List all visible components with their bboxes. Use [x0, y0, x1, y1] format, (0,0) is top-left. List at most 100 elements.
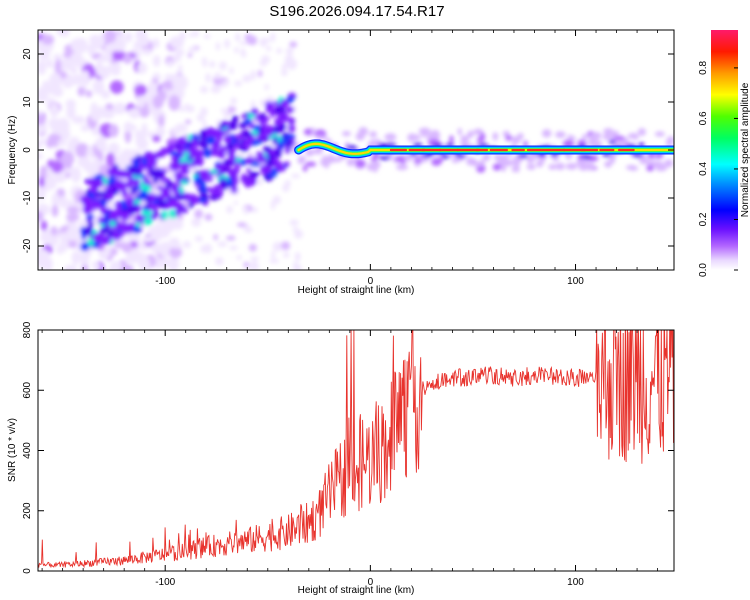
spectrogram-cell [142, 156, 148, 167]
spectrogram-cell [222, 80, 230, 85]
spectrogram-cell [38, 152, 44, 160]
spectrogram-cell [244, 179, 253, 188]
spectrogram-cell [394, 155, 405, 162]
spectrogram-cell [167, 256, 179, 270]
colorbar-ticks: 0.0 0.2 0.4 0.6 0.8 [698, 61, 738, 277]
spectrogram-cell [176, 194, 187, 201]
spectrogram-cell [201, 144, 209, 149]
spectrogram-cell [261, 168, 267, 175]
spectrogram-cell [109, 220, 116, 227]
spectrogram-cell [59, 195, 68, 209]
spectrogram-cell [221, 167, 231, 172]
spectrogram-cell [97, 216, 105, 224]
spectrogram-cell [276, 166, 286, 172]
spectrogram-cell [284, 134, 296, 140]
spectrogram-cell [632, 133, 639, 140]
spectrogram-cell [179, 31, 186, 42]
spectrogram-cell [160, 186, 169, 196]
spectrogram-cell [349, 145, 358, 150]
spectrogram-cell [253, 124, 261, 130]
spectrogram-cell [581, 155, 592, 160]
spectrogram-cell [177, 136, 188, 146]
spectrogram-cell [249, 171, 260, 177]
spectrogram-cell [51, 160, 63, 174]
spectrogram-cell [38, 210, 44, 223]
spectrogram-cell [171, 155, 178, 162]
spectrogram-cell [259, 112, 266, 119]
spectrogram-cell [378, 155, 391, 160]
spectrogram-cell [604, 160, 612, 168]
spectrogram-cell [66, 206, 80, 214]
spectrogram-cell [157, 89, 167, 103]
snr-panel: -100 0 100 0 200 400 600 800 Height of straigh… [7, 321, 675, 596]
spectrogram-cell [145, 197, 152, 203]
snr-series-line [38, 330, 674, 569]
spectrogram-cell [214, 165, 222, 172]
spectrogram-cell [355, 132, 365, 141]
spectrogram-cell [568, 135, 576, 141]
spectrogram-cell [194, 161, 204, 167]
spectrogram-cell [602, 133, 613, 141]
spectrogram-cell [202, 119, 207, 129]
spectrogram-cell [327, 154, 335, 161]
spectrogram-cell [91, 128, 101, 136]
spectrogram-cell [227, 170, 237, 176]
spectrogram-cell [104, 30, 117, 44]
spectrogram-cell [226, 148, 237, 154]
spectrogram-y-ticks: -20 -10 0 10 20 [22, 48, 674, 253]
spectrogram-cell [116, 169, 127, 177]
spectrogram-cell [232, 176, 239, 186]
spectrogram-cell [195, 158, 205, 163]
spectrogram-cell [229, 245, 238, 251]
spectrogram-cell [137, 62, 147, 74]
spectrogram-cell [46, 235, 59, 247]
spectrogram-cell [194, 176, 202, 185]
spectrogram-cell [112, 232, 121, 241]
spectrogram-cell [142, 209, 148, 217]
colorbar-gradient [711, 30, 738, 270]
spectrogram-cell [266, 172, 277, 178]
spectrogram-cell [200, 86, 209, 94]
spectrogram-xtick-label: 100 [567, 276, 584, 287]
spectrogram-cell [243, 119, 253, 125]
spectrogram-cell [555, 162, 565, 171]
spectrogram-cell [285, 47, 294, 56]
spectrogram-cell [501, 164, 507, 172]
spectrogram-cell [194, 236, 203, 242]
spectrogram-heat-layer [38, 30, 674, 270]
spectrogram-cell [86, 214, 95, 220]
spectrogram-cell [230, 185, 238, 194]
spectrogram-cell [229, 67, 234, 75]
spectrogram-cell [317, 134, 322, 141]
spectrogram-cell [137, 92, 146, 109]
spectrogram-cell [123, 53, 133, 65]
spectrogram-cell [199, 130, 207, 139]
spectrogram-cell [505, 135, 513, 141]
spectrogram-cell [655, 164, 668, 172]
spectrogram-cell [248, 122, 255, 130]
spectrogram-cell [106, 167, 118, 176]
spectrogram-cell [152, 55, 161, 67]
spectrogram-cell [341, 130, 351, 137]
spectrogram-cell [201, 56, 208, 67]
snr-xtick-label: 100 [567, 577, 584, 588]
spectrogram-cell [38, 114, 47, 126]
spectrogram-cell [234, 138, 241, 143]
spectrogram-cell [274, 118, 283, 127]
spectrogram-cell [187, 52, 193, 58]
spectrogram-cell [109, 80, 124, 94]
spectrogram-cell [127, 166, 136, 173]
snr-x-ticks: -100 0 100 [41, 330, 658, 588]
spectrogram-cell [150, 243, 163, 253]
snr-ytick-label: 0 [22, 568, 33, 574]
spectrogram-cell [201, 188, 208, 193]
spectrogram-cell [449, 135, 454, 144]
colorbar-tick-label: 0.4 [698, 162, 709, 176]
spectrogram-cell [460, 135, 467, 143]
spectrogram-cell [293, 229, 304, 239]
spectrogram-cell [259, 59, 267, 67]
spectrogram-cell [169, 246, 183, 259]
spectrogram-cell [162, 80, 175, 91]
snr-x-label: Height of straight line (km) [298, 585, 415, 596]
